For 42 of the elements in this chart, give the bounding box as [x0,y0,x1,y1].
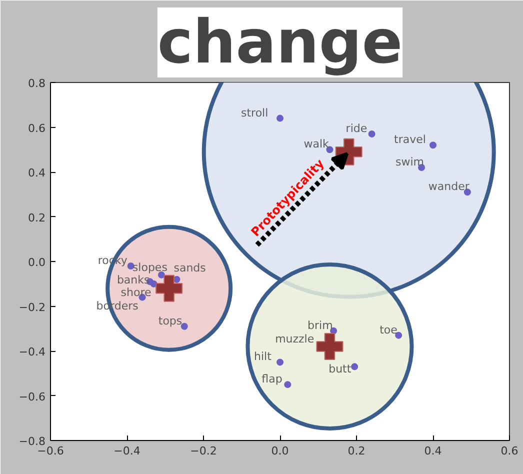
y-tick-label: −0.4 [18,346,46,358]
y-tick-label: 0.0 [28,256,46,269]
y-tick-label: 0.6 [28,122,46,135]
annotation: wander [428,180,470,194]
point [180,322,188,330]
annotation: shore [120,286,152,299]
annotation: sands [174,261,206,274]
annotation: swim [396,156,424,169]
y-tick-label: 0.2 [28,211,46,224]
chart-title: change [157,8,403,78]
annotation: banks [116,274,150,287]
annotation: muzzle [275,332,314,346]
annotation: ride [346,122,368,135]
annotation: brim [308,318,333,332]
x-tick-label: 0.4 [424,444,442,458]
y-tick-label: −0.6 [18,390,46,404]
point [395,332,402,339]
point [276,114,284,122]
point [368,130,376,138]
point [276,358,284,366]
y-tick-label: 0.8 [28,77,46,90]
x-tick-label: 0.0 [271,444,289,458]
annotation: slopes [132,260,168,274]
point [156,274,183,302]
y-tick-label: 0.4 [28,166,46,180]
annotation: flap [262,372,282,386]
point [430,142,436,149]
annotation: hilt [254,350,272,364]
annotation: travel [394,133,426,146]
annotation: toe [380,323,398,336]
x-tick-label: 0.2 [348,444,366,458]
point [316,333,344,360]
point [284,381,292,388]
point [351,363,358,370]
annotation: walk [304,138,330,151]
x-tick-label: −0.2 [190,444,217,458]
x-tick-label: −0.4 [114,444,140,458]
x-tick-label: 0.6 [500,444,518,458]
annotation: stroll [241,106,268,120]
annotation: butt [328,362,352,376]
y-tick-label: −0.2 [18,300,46,314]
annotation: tops [158,314,182,328]
